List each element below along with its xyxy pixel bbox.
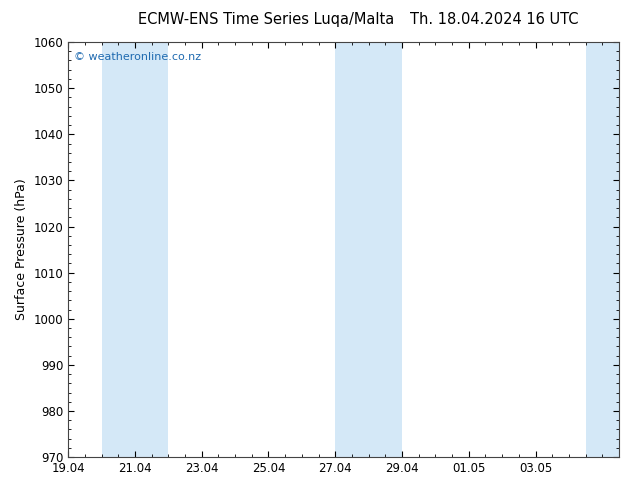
Bar	[119, 42, 168, 457]
Bar	[335, 42, 402, 457]
Bar	[586, 42, 619, 457]
Bar	[101, 42, 119, 457]
Text: Th. 18.04.2024 16 UTC: Th. 18.04.2024 16 UTC	[410, 12, 579, 27]
Y-axis label: Surface Pressure (hPa): Surface Pressure (hPa)	[15, 179, 28, 320]
Text: ECMW-ENS Time Series Luqa/Malta: ECMW-ENS Time Series Luqa/Malta	[138, 12, 394, 27]
Text: © weatheronline.co.nz: © weatheronline.co.nz	[74, 52, 201, 62]
